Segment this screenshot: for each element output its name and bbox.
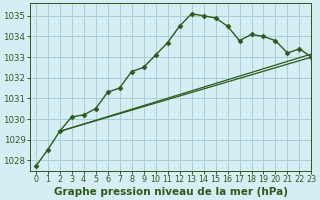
X-axis label: Graphe pression niveau de la mer (hPa): Graphe pression niveau de la mer (hPa) [53, 187, 288, 197]
